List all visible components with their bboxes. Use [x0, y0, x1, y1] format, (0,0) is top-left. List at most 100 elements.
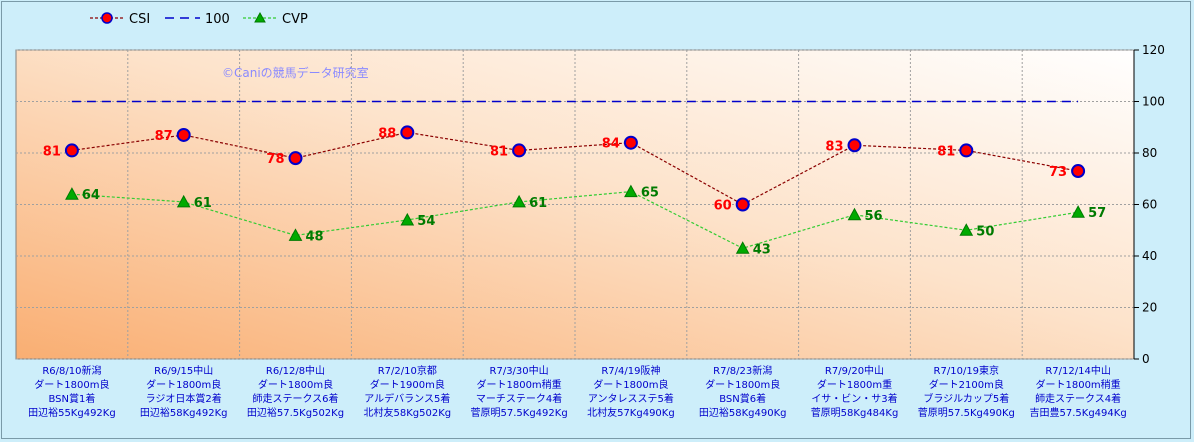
x-tick-label: 師走ステークス6着	[252, 392, 338, 405]
series-layer: 81 87 78 88 81 84 60 83 81 73 64 61 48 54 61 65 43 56 50 57	[43, 100, 1106, 257]
y-tick-label: 80	[1142, 146, 1157, 160]
x-tick-label: ダート1800m良	[258, 378, 333, 391]
cvp-point	[400, 212, 415, 226]
x-tick-label: 菅原明58Kg484Kg	[811, 407, 899, 419]
cvp-point	[847, 207, 862, 221]
csi-data-label: 81	[937, 144, 955, 159]
x-tick-label: ダート1900m良	[370, 378, 445, 391]
cvp-data-label: 57	[1088, 206, 1106, 221]
x-tick-label: ダート1800m重	[817, 378, 892, 391]
x-tick-label: ダート1800m良	[593, 378, 668, 391]
csi-data-label: 87	[155, 129, 173, 144]
watermark: ©Caniの競馬データ研究室	[222, 65, 369, 80]
cvp-point	[288, 228, 303, 241]
x-tick-label: アンタレスステ5着	[588, 392, 674, 405]
x-tick-label: イサ・ビン・サ3着	[811, 392, 897, 405]
y-tick-label: 20	[1142, 301, 1157, 315]
grid	[16, 49, 1134, 360]
csi-point	[176, 127, 191, 142]
x-tick-label: R7/12/14中山	[1045, 364, 1111, 377]
x-tick-label: 吉田豊57.5Kg494Kg	[1030, 406, 1127, 419]
csi-data-label: 60	[714, 199, 732, 214]
x-tick-label: R7/10/19東京	[934, 364, 1000, 377]
series-csi-line	[71, 131, 1079, 206]
csi-point	[400, 125, 415, 140]
legend-csi-label: CSI	[129, 12, 150, 27]
y-tick-label: 100	[1142, 95, 1165, 109]
csi-data-label: 88	[378, 126, 396, 141]
x-tick-label: ブラジルカップ5着	[923, 392, 1009, 405]
x-tick-label: 菅原明57.5Kg490Kg	[918, 407, 1015, 419]
x-tick-label: R6/12/8中山	[266, 364, 325, 377]
cvp-data-label: 61	[529, 196, 547, 211]
x-tick-label: R6/8/10新潟	[42, 364, 101, 377]
x-tick-label: BSN賞1着	[48, 392, 95, 405]
x-tick-label: ラジオ日本賞2着	[146, 392, 222, 405]
cvp-data-label: 56	[865, 209, 883, 224]
series-csi: 81 87 78 88 81 84 60 83 81 73	[43, 125, 1086, 214]
x-tick-label: 師走ステークス4着	[1035, 392, 1121, 405]
cvp-data-label: 48	[306, 229, 324, 244]
cvp-data-label: 61	[194, 196, 212, 211]
cvp-point	[1071, 205, 1085, 218]
csi-data-label: 83	[825, 139, 843, 154]
cvp-data-label: 54	[417, 214, 435, 229]
x-tick-label: 田辺裕57.5Kg502Kg	[247, 406, 344, 419]
legend-100-label: 100	[205, 12, 230, 27]
csi-point	[623, 135, 638, 150]
x-tick-label: ダート1800m稍重	[1035, 378, 1120, 391]
x-tick-label: 田辺裕55Kg492Kg	[28, 406, 116, 419]
y-tick-label: 40	[1142, 249, 1157, 263]
csi-data-label: 84	[602, 137, 620, 152]
x-tick-label: BSN賞6着	[719, 392, 766, 405]
legend-csi-marker	[101, 12, 113, 24]
x-tick-label: マーチステーク4着	[476, 392, 562, 405]
cvp-data-label: 65	[641, 186, 659, 201]
series-cvp: 64 61 48 54 61 65 43 56 50 57	[65, 184, 1106, 257]
x-tick-label: 北村友57Kg490Kg	[587, 406, 675, 419]
x-tick-label: ダート1800m良	[705, 378, 780, 391]
csi-data-label: 81	[490, 144, 508, 159]
x-tick-label: R7/9/20中山	[825, 364, 884, 377]
csi-point	[288, 151, 303, 166]
x-axis: R6/8/10新潟ダート1800m良BSN賞1着田辺裕55Kg492KgR6/9…	[28, 364, 1127, 419]
cvp-point	[512, 194, 526, 208]
csi-point	[959, 143, 974, 158]
y-tick-label: 60	[1142, 198, 1157, 212]
x-tick-label: R7/8/23新潟	[713, 364, 772, 377]
x-tick-label: 菅原明57.5Kg492Kg	[471, 407, 568, 419]
x-tick-label: R7/2/10京都	[378, 364, 437, 377]
legend-cvp-marker	[254, 11, 266, 23]
x-tick-label: ダート1800m良	[146, 378, 221, 391]
csi-point	[735, 197, 750, 212]
csi-point	[1071, 164, 1086, 179]
cvp-point	[959, 223, 974, 236]
series-cvp-line	[71, 191, 1079, 249]
y-tick-label: 120	[1142, 43, 1165, 57]
x-tick-label: アルデバランス5着	[364, 392, 450, 405]
cvp-data-label: 43	[753, 242, 771, 257]
csi-point	[512, 143, 527, 158]
csi-data-label: 73	[1049, 165, 1067, 180]
legend: CSI 100 CVP	[90, 11, 308, 27]
x-tick-label: ダート1800m稍重	[476, 378, 561, 391]
csi-point	[64, 143, 79, 158]
x-tick-label: 北村友58Kg502Kg	[363, 406, 451, 419]
x-tick-label: 田辺裕58Kg492Kg	[140, 406, 228, 419]
cvp-point	[735, 241, 750, 254]
x-tick-label: ダート1800m良	[34, 378, 109, 391]
cvp-point	[65, 187, 79, 200]
x-tick-label: 田辺裕58Kg490Kg	[699, 406, 787, 419]
csi-point	[847, 138, 862, 153]
cvp-point	[176, 194, 191, 208]
cvp-point	[624, 184, 638, 198]
y-tick-label: 0	[1142, 352, 1150, 366]
csi-data-label: 81	[43, 144, 61, 159]
cvp-data-label: 50	[976, 224, 994, 239]
x-tick-label: ダート2100m良	[929, 378, 1004, 391]
cvp-data-label: 64	[82, 188, 100, 203]
x-tick-label: R7/4/19阪神	[601, 364, 660, 377]
x-tick-label: R6/9/15中山	[154, 364, 213, 377]
